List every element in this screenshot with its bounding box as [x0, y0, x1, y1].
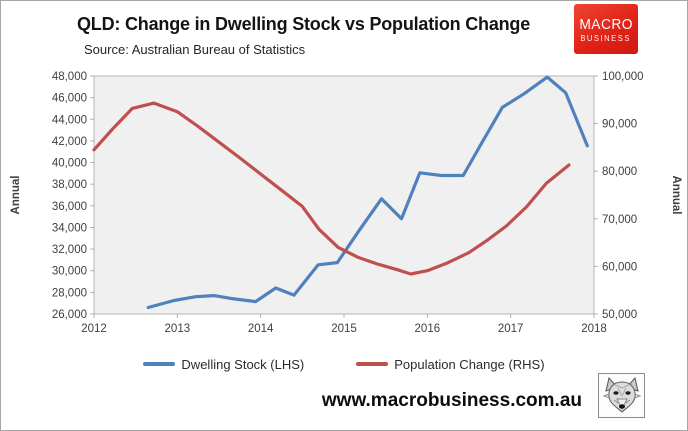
wolf-logo [598, 373, 645, 418]
legend-label: Population Change (RHS) [394, 356, 545, 372]
legend-item-population-change: Population Change (RHS) [356, 356, 545, 372]
y-left-tick-label: 42,000 [52, 136, 87, 148]
y-right-tick-label: 90,000 [602, 119, 637, 131]
series-line-population-change [92, 101, 571, 276]
y-left-tick-label: 38,000 [52, 179, 87, 191]
y-right-tick-label: 80,000 [602, 166, 637, 178]
x-tick-label: 2012 [81, 323, 107, 335]
population-change-line-swatch [356, 362, 389, 366]
x-tick-label: 2015 [331, 323, 357, 335]
y-right-tick-label: 50,000 [602, 309, 637, 321]
y-left-tick-label: 48,000 [52, 71, 87, 83]
y-right-axis-title: Annual [670, 176, 682, 215]
y-right-tick-label: 60,000 [602, 261, 637, 273]
y-left-tick-label: 46,000 [52, 93, 87, 105]
y-left-tick-label: 34,000 [52, 222, 87, 234]
chart-legend: Dwelling Stock (LHS) Population Change (… [1, 354, 687, 374]
macrobusiness-logo: MACRO BUSINESS [574, 4, 638, 54]
legend-label: Dwelling Stock (LHS) [181, 356, 305, 372]
y-left-tick-label: 32,000 [52, 244, 87, 256]
x-tick-label: 2016 [415, 323, 441, 335]
x-tick-label: 2017 [498, 323, 524, 335]
chart-title: QLD: Change in Dwelling Stock vs Populat… [77, 14, 531, 34]
y-left-tick-label: 26,000 [52, 309, 87, 321]
x-tick-label: 2014 [248, 323, 274, 335]
y-right-tick-label: 100,000 [602, 71, 644, 83]
plot-area [93, 75, 595, 315]
y-left-tick-label: 30,000 [52, 266, 87, 278]
legend-item-dwelling-stock: Dwelling Stock (LHS) [143, 357, 304, 372]
y-left-axis-title: Annual [10, 176, 22, 215]
y-left-tick-label: 36,000 [52, 201, 87, 213]
footer-url: www.macrobusiness.com.au [321, 390, 582, 411]
source-label: Source: Australian Bureau of Statistics [84, 42, 306, 57]
y-left-tick-label: 44,000 [52, 114, 87, 126]
y-left-tick-label: 40,000 [52, 158, 87, 170]
y-left-tick-label: 28,000 [52, 287, 87, 299]
logo-text-business: BUSINESS [580, 33, 632, 43]
x-tick-label: 2013 [165, 323, 191, 335]
x-tick-label: 2018 [581, 323, 607, 335]
dwelling-stock-line-swatch [143, 362, 176, 366]
wolf-icon [602, 376, 641, 413]
series-line-dwelling-stock [146, 75, 589, 310]
logo-text-macro: MACRO [579, 15, 633, 33]
y-right-tick-label: 70,000 [602, 214, 637, 226]
